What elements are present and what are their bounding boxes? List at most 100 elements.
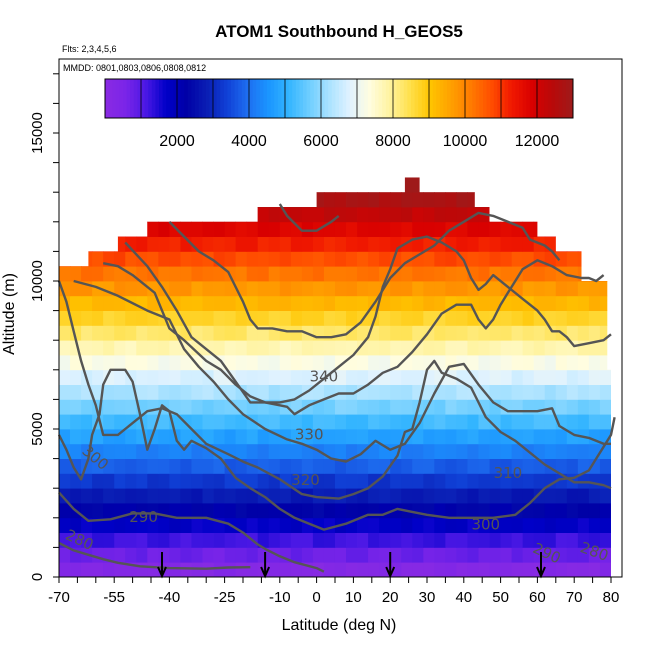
- heatmap-cell: [114, 251, 126, 267]
- heatmap-cell: [401, 532, 413, 548]
- heatmap-cell: [555, 207, 568, 223]
- colorbar-cell: [238, 79, 243, 118]
- heatmap-cell: [456, 399, 468, 415]
- heatmap-cell: [368, 562, 380, 577]
- heatmap-cell: [555, 281, 568, 297]
- heatmap-cell: [213, 517, 225, 533]
- heatmap-cell: [412, 517, 424, 533]
- heatmap-cell: [423, 310, 435, 326]
- heatmap-cell: [368, 251, 380, 267]
- heatmap-cell: [70, 384, 82, 400]
- heatmap-cell: [346, 414, 358, 430]
- heatmap-cell: [180, 562, 192, 577]
- heatmap-cell: [434, 281, 446, 297]
- heatmap-cell: [511, 532, 524, 548]
- heatmap-cell: [268, 399, 281, 415]
- heatmap-cell: [180, 266, 192, 282]
- heatmap-cell: [379, 340, 391, 356]
- colorbar-cell: [169, 79, 174, 118]
- heatmap-cell: [346, 266, 358, 282]
- heatmap-cell: [588, 429, 601, 445]
- colorbar-cell: [331, 79, 336, 118]
- heatmap-cell: [158, 251, 170, 267]
- heatmap-cell: [412, 340, 424, 356]
- dates-note: MMDD: 0801,0803,0806,0808,0812: [63, 63, 206, 73]
- heatmap-cell: [478, 473, 490, 489]
- colorbar-cell: [295, 79, 300, 118]
- heatmap-cell: [246, 517, 259, 533]
- heatmap-cell: [346, 340, 358, 356]
- heatmap-cell: [257, 340, 270, 356]
- heatmap-cell: [279, 443, 292, 459]
- heatmap-cell: [511, 340, 524, 356]
- heatmap-cell: [445, 310, 457, 326]
- heatmap-cell: [489, 399, 501, 415]
- heatmap-cell: [180, 503, 192, 519]
- heatmap-cell: [147, 221, 159, 237]
- heatmap-cell: [103, 488, 115, 504]
- heatmap-cell: [169, 236, 181, 252]
- heatmap-cell: [445, 340, 457, 356]
- heatmap-cell: [577, 295, 590, 311]
- contour-label: 320: [291, 471, 320, 489]
- heatmap-cell: [489, 532, 501, 548]
- heatmap-cell: [81, 503, 93, 519]
- heatmap-cell: [434, 443, 446, 459]
- heatmap-cell: [511, 310, 524, 326]
- heatmap-cell: [334, 281, 347, 297]
- heatmap-cell: [346, 355, 358, 371]
- heatmap-cell: [379, 266, 391, 282]
- heatmap-cell: [544, 562, 557, 577]
- x-tick-label: -40: [159, 589, 181, 606]
- heatmap-cell: [180, 488, 192, 504]
- heatmap-cell: [401, 547, 413, 563]
- heatmap-cell: [566, 369, 579, 385]
- heatmap-cell: [125, 399, 137, 415]
- heatmap-cell: [346, 517, 358, 533]
- heatmap-cell: [125, 325, 137, 341]
- heatmap-cell: [423, 355, 435, 371]
- heatmap-cell: [125, 547, 137, 563]
- colorbar-cell: [216, 79, 221, 118]
- heatmap-cell: [279, 325, 292, 341]
- heatmap-cell: [610, 251, 611, 267]
- heatmap-cell: [257, 266, 270, 282]
- heatmap-cell: [489, 443, 501, 459]
- heatmap-cell: [268, 458, 281, 474]
- heatmap-cell: [379, 192, 391, 208]
- heatmap-cell: [191, 369, 203, 385]
- heatmap-cell: [401, 177, 413, 193]
- heatmap-cell: [158, 517, 170, 533]
- heatmap-cell: [445, 429, 457, 445]
- heatmap-cell: [588, 369, 601, 385]
- heatmap-cell: [125, 503, 137, 519]
- colorbar-tick-label: 4000: [231, 133, 267, 150]
- heatmap-cell: [511, 251, 524, 267]
- x-tick-label: -55: [103, 589, 125, 606]
- heatmap-cell: [257, 369, 270, 385]
- heatmap-cell: [434, 221, 446, 237]
- heatmap-cell: [610, 473, 611, 489]
- heatmap-cell: [334, 369, 347, 385]
- heatmap-cell: [357, 458, 369, 474]
- heatmap-cell: [158, 488, 170, 504]
- heatmap-cell: [323, 221, 336, 237]
- heatmap-cell: [191, 399, 203, 415]
- heatmap-cell: [610, 325, 611, 341]
- colorbar-cell: [292, 79, 297, 118]
- heatmap-cell: [290, 562, 303, 577]
- heatmap-cell: [423, 236, 435, 252]
- heatmap-cell: [70, 340, 82, 356]
- heatmap-cell: [390, 532, 402, 548]
- heatmap-cell: [577, 562, 590, 577]
- heatmap-cell: [191, 429, 203, 445]
- heatmap-cell: [235, 517, 248, 533]
- heatmap-cell: [368, 236, 380, 252]
- heatmap-cell: [191, 547, 203, 563]
- heatmap-cell: [478, 177, 490, 193]
- heatmap-cell: [323, 503, 336, 519]
- heatmap-cell: [158, 295, 170, 311]
- heatmap-cell: [555, 532, 568, 548]
- heatmap-cell: [566, 295, 579, 311]
- heatmap-cell: [500, 251, 513, 267]
